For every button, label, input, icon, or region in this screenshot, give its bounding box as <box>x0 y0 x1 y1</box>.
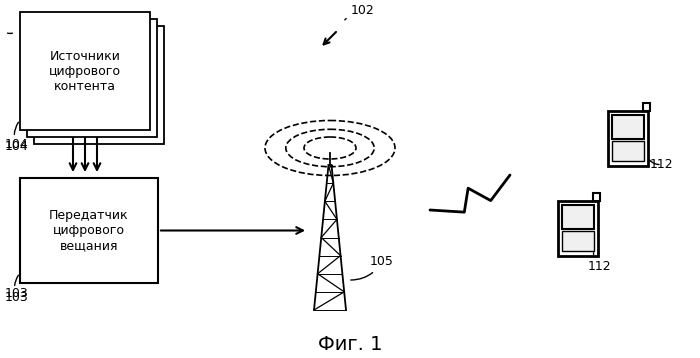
Text: 103: 103 <box>5 287 29 300</box>
Text: 104: 104 <box>5 138 29 151</box>
Text: 102: 102 <box>345 4 375 20</box>
Bar <box>612 115 644 139</box>
Bar <box>608 111 648 165</box>
Text: Источники
цифрового
контента: Источники цифрового контента <box>49 49 121 92</box>
Bar <box>20 178 158 283</box>
Text: Передатчик
цифрового
вещания: Передатчик цифрового вещания <box>49 209 129 252</box>
Bar <box>562 204 594 229</box>
Text: 112: 112 <box>650 158 673 171</box>
Text: 112: 112 <box>588 253 612 273</box>
Bar <box>34 26 164 144</box>
Text: 104: 104 <box>5 122 29 153</box>
Bar <box>643 102 650 111</box>
Bar <box>27 19 157 137</box>
Text: Фиг. 1: Фиг. 1 <box>318 335 382 354</box>
Bar <box>612 141 644 160</box>
Bar <box>558 200 598 256</box>
Text: 103: 103 <box>5 275 29 304</box>
Bar <box>593 193 600 200</box>
Bar <box>562 231 594 251</box>
Bar <box>20 12 150 130</box>
Text: 105: 105 <box>351 255 394 280</box>
